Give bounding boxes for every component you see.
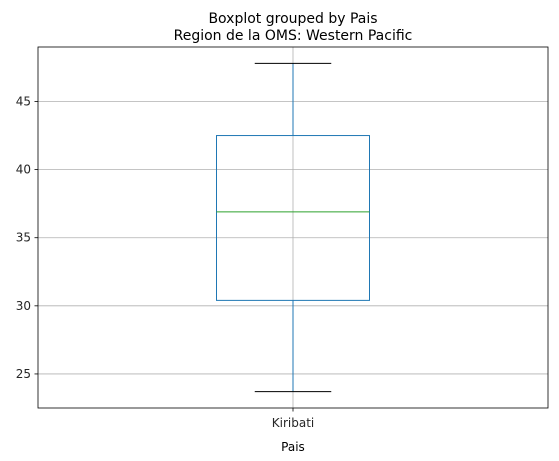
chart-title: Region de la OMS: Western Pacific <box>174 28 413 44</box>
x-axis-ticks: Kiribati <box>272 408 314 430</box>
y-tick-label: 25 <box>16 367 31 381</box>
chart-suptitle: Boxplot grouped by Pais <box>208 11 377 27</box>
y-tick-label: 35 <box>16 231 31 245</box>
boxplot-marks <box>216 62 370 393</box>
y-axis-ticks: 25 30 35 40 45 <box>16 94 38 381</box>
y-tick-label: 30 <box>16 299 31 313</box>
x-axis-label: Pais <box>281 440 305 454</box>
y-tick-label: 45 <box>16 94 31 108</box>
x-tick-label: Kiribati <box>272 416 314 430</box>
plot-frame <box>37 46 549 409</box>
box <box>216 135 370 301</box>
y-tick-label: 40 <box>16 163 31 177</box>
